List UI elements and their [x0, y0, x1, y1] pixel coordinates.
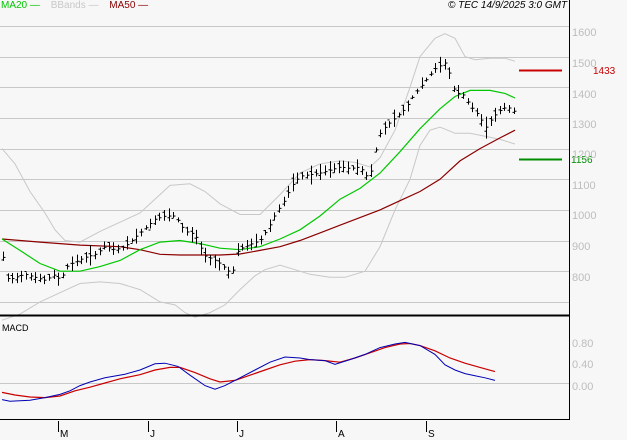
y-axis-labels: 1600 1500 1400 1300 1200 1100 1000 900 800 0.80 0.…	[572, 27, 596, 393]
x-tick-label: J	[150, 429, 155, 440]
y-tick-label: 1200	[572, 149, 596, 161]
y-tick-label: 1500	[572, 58, 596, 70]
macd-lines	[1, 341, 496, 402]
ma20-line	[1, 89, 516, 272]
resistance-level-label: 1433	[593, 66, 616, 77]
macd-y-tick-label: 0.40	[572, 359, 593, 371]
chart-axes	[0, 0, 570, 420]
macd-signal-line	[1, 342, 496, 399]
y-tick-label: 1000	[572, 210, 596, 222]
ma50-line	[1, 129, 516, 256]
bollinger-bands	[1, 33, 516, 321]
legend-ma50: MA50 —	[109, 0, 149, 11]
support-resistance-levels: 1433 1156	[519, 66, 616, 166]
macd-panel-title: MACD	[2, 323, 29, 333]
x-tick-label: A	[338, 429, 345, 440]
macd-y-tick-label: 0.80	[572, 338, 593, 350]
macd-y-tick-label: 0.00	[572, 381, 593, 393]
support-level-label: 1156	[571, 155, 593, 166]
y-tick-label: 1300	[572, 119, 596, 131]
bb-lower-line	[1, 126, 516, 321]
ma20-line	[1, 89, 516, 272]
y-tick-label: 1600	[572, 27, 596, 39]
price-gridlines	[0, 26, 569, 384]
legend-bbands: BBands —	[50, 0, 99, 11]
chart-legend: MA20 — BBands — MA50 —	[1, 0, 156, 12]
macd-line	[1, 341, 496, 402]
x-tick-label: M	[60, 429, 68, 440]
y-tick-label: 1400	[572, 89, 596, 101]
y-tick-label: 800	[572, 272, 590, 284]
price-bars	[1, 56, 517, 286]
y-tick-label: 1100	[572, 180, 596, 192]
bb-upper-line	[1, 33, 516, 243]
ma50-line	[1, 129, 516, 256]
x-tick-label: S	[428, 429, 435, 440]
x-tick-label: J	[239, 429, 244, 440]
legend-ma20: MA20 —	[1, 0, 40, 11]
copyright-timestamp: © TEC 14/9/2025 3:0 GMT	[448, 0, 568, 11]
y-tick-label: 900	[572, 241, 590, 253]
